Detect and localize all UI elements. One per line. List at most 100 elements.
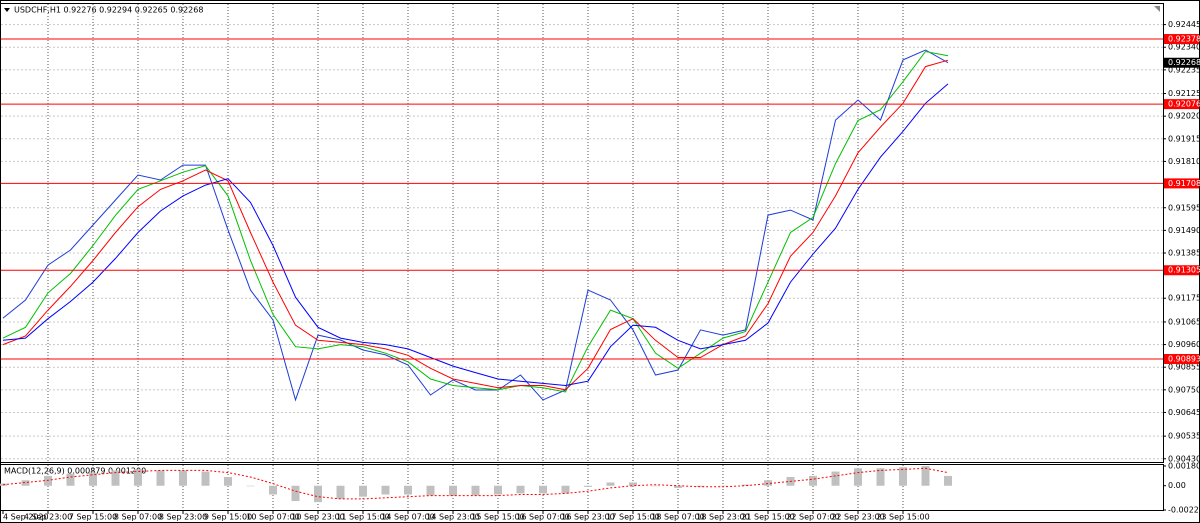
macd-bar (629, 482, 637, 486)
y-tick-label: 0.90960 (1168, 340, 1200, 349)
x-tick-label: 22 Sep 23:00 (831, 513, 884, 522)
macd-bar (246, 485, 255, 487)
y-tick-label: 0.91065 (1168, 317, 1200, 326)
macd-bar (269, 485, 277, 495)
y-tick-label: 0.92235 (1168, 65, 1200, 74)
macd-bar (741, 484, 750, 486)
price-line (2, 83, 949, 387)
y-tick-label: 0.92445 (1168, 20, 1200, 29)
macd-bar (134, 469, 142, 486)
macd-bar (381, 485, 390, 495)
macd-bar (111, 470, 120, 486)
chart-title: USDCHF,H1 0.92276 0.92294 0.92265 0.9226… (14, 6, 203, 15)
x-tick-label: 18 Sep 07:00 (651, 513, 704, 522)
menu-arrow[interactable] (4, 8, 10, 12)
macd-bar (516, 485, 525, 494)
x-tick-label: 11 Sep 15:00 (336, 513, 389, 522)
last-price-tag (1164, 57, 1199, 68)
x-tick-label: 23 Sep 15:00 (876, 513, 929, 522)
x-tick-label: 16 Sep 23:00 (561, 513, 614, 522)
macd-bar (291, 485, 300, 502)
y-tick-label: 0.90645 (1168, 408, 1200, 417)
y-tick-label: 0.00 (1168, 481, 1186, 490)
macd-bar (494, 485, 502, 495)
level-label: 0.92076 (1168, 100, 1200, 109)
x-tick-label: 14 Sep 07:00 (381, 513, 434, 522)
x-tick-label: 17 Sep 15:00 (606, 513, 659, 522)
x-tick-label: 9 Sep 15:00 (204, 513, 252, 522)
x-tick-label: 18 Sep 23:00 (696, 513, 749, 522)
macd-bar (561, 485, 570, 494)
level-tag (1164, 265, 1199, 276)
macd-bar (921, 466, 930, 486)
macd-bar (674, 485, 682, 488)
y-tick-label: 0.90430 (1168, 454, 1200, 463)
y-tick-label: 0.90535 (1168, 432, 1200, 441)
price-line (2, 50, 949, 393)
y-tick-label: 0.91595 (1168, 203, 1200, 212)
level-label: 0.91305 (1168, 266, 1200, 275)
macd-bar (651, 485, 660, 487)
macd-bar (21, 480, 30, 486)
x-tick-label: 10 Sep 23:00 (291, 513, 344, 522)
level-label: 0.92378 (1168, 35, 1200, 44)
macd-bar (404, 485, 412, 495)
x-tick-label: 16 Sep 07:00 (516, 513, 569, 522)
x-tick-label: 8 Sep 23:00 (159, 513, 207, 522)
y-tick-label: 0.90855 (1168, 363, 1200, 372)
macd-panel (0, 464, 1164, 511)
macd-bar (809, 475, 817, 486)
macd-bar (426, 485, 435, 496)
y-tick-label: 0.91915 (1168, 134, 1200, 143)
price-line (2, 49, 949, 402)
macd-bar (944, 475, 952, 486)
macd-bar (606, 482, 615, 486)
macd-title: MACD(12,26,9) 0.000879 0.001200 (4, 467, 146, 476)
macd-bar (764, 480, 772, 486)
x-tick-label: 14 Sep 23:00 (426, 513, 479, 522)
x-tick-label: 8 Sep 07:00 (114, 513, 162, 522)
x-tick-label: 21 Sep 15:00 (741, 513, 794, 522)
x-tick-label: 4 Sep 23:00 (24, 513, 72, 522)
macd-bar (899, 467, 907, 486)
macd-bar (584, 485, 592, 487)
last-price-label: 0.92268 (1168, 58, 1200, 67)
macd-bar (449, 485, 457, 496)
y-tick-label: 0.91490 (1168, 226, 1200, 235)
y-tick-label: 0.90750 (1168, 385, 1200, 394)
macd-bar (224, 477, 232, 486)
macd-bar (179, 470, 187, 486)
y-tick-label: 0.91175 (1168, 294, 1200, 303)
level-tag (1164, 34, 1199, 45)
macd-bar (696, 485, 705, 487)
x-tick-label: 22 Sep 07:00 (786, 513, 839, 522)
y-tick-label: 0.91810 (1168, 157, 1200, 166)
y-tick-label: 0.001807 (1168, 462, 1200, 471)
macd-bar (66, 473, 75, 486)
x-tick-label: 15 Sep 15:00 (471, 513, 524, 522)
macd-bar (89, 472, 97, 486)
level-label: 0.90893 (1168, 355, 1200, 364)
macd-bar (876, 468, 885, 486)
signal-line (2, 467, 949, 500)
macd-bar (359, 485, 367, 497)
level-tag (1164, 99, 1199, 110)
macd-bar (156, 470, 165, 486)
macd-bar (44, 475, 52, 486)
macd-bar (831, 471, 840, 486)
y-tick-label: 0.92340 (1168, 43, 1200, 52)
macd-bar (201, 471, 210, 486)
y-tick-label: 0.92020 (1168, 112, 1200, 121)
y-tick-label: -0.002219 (1168, 506, 1200, 515)
macd-bar (336, 485, 345, 499)
macd-bar (314, 485, 322, 503)
x-tick-label: 7 Sep 15:00 (69, 513, 117, 522)
main-panel (0, 3, 1164, 463)
level-tag (1164, 178, 1199, 189)
y-tick-label: 0.92125 (1168, 89, 1200, 98)
macd-bar (539, 485, 547, 494)
macd-bar (854, 468, 862, 486)
x-tick-label: 4 Sep 2020 (3, 513, 49, 522)
